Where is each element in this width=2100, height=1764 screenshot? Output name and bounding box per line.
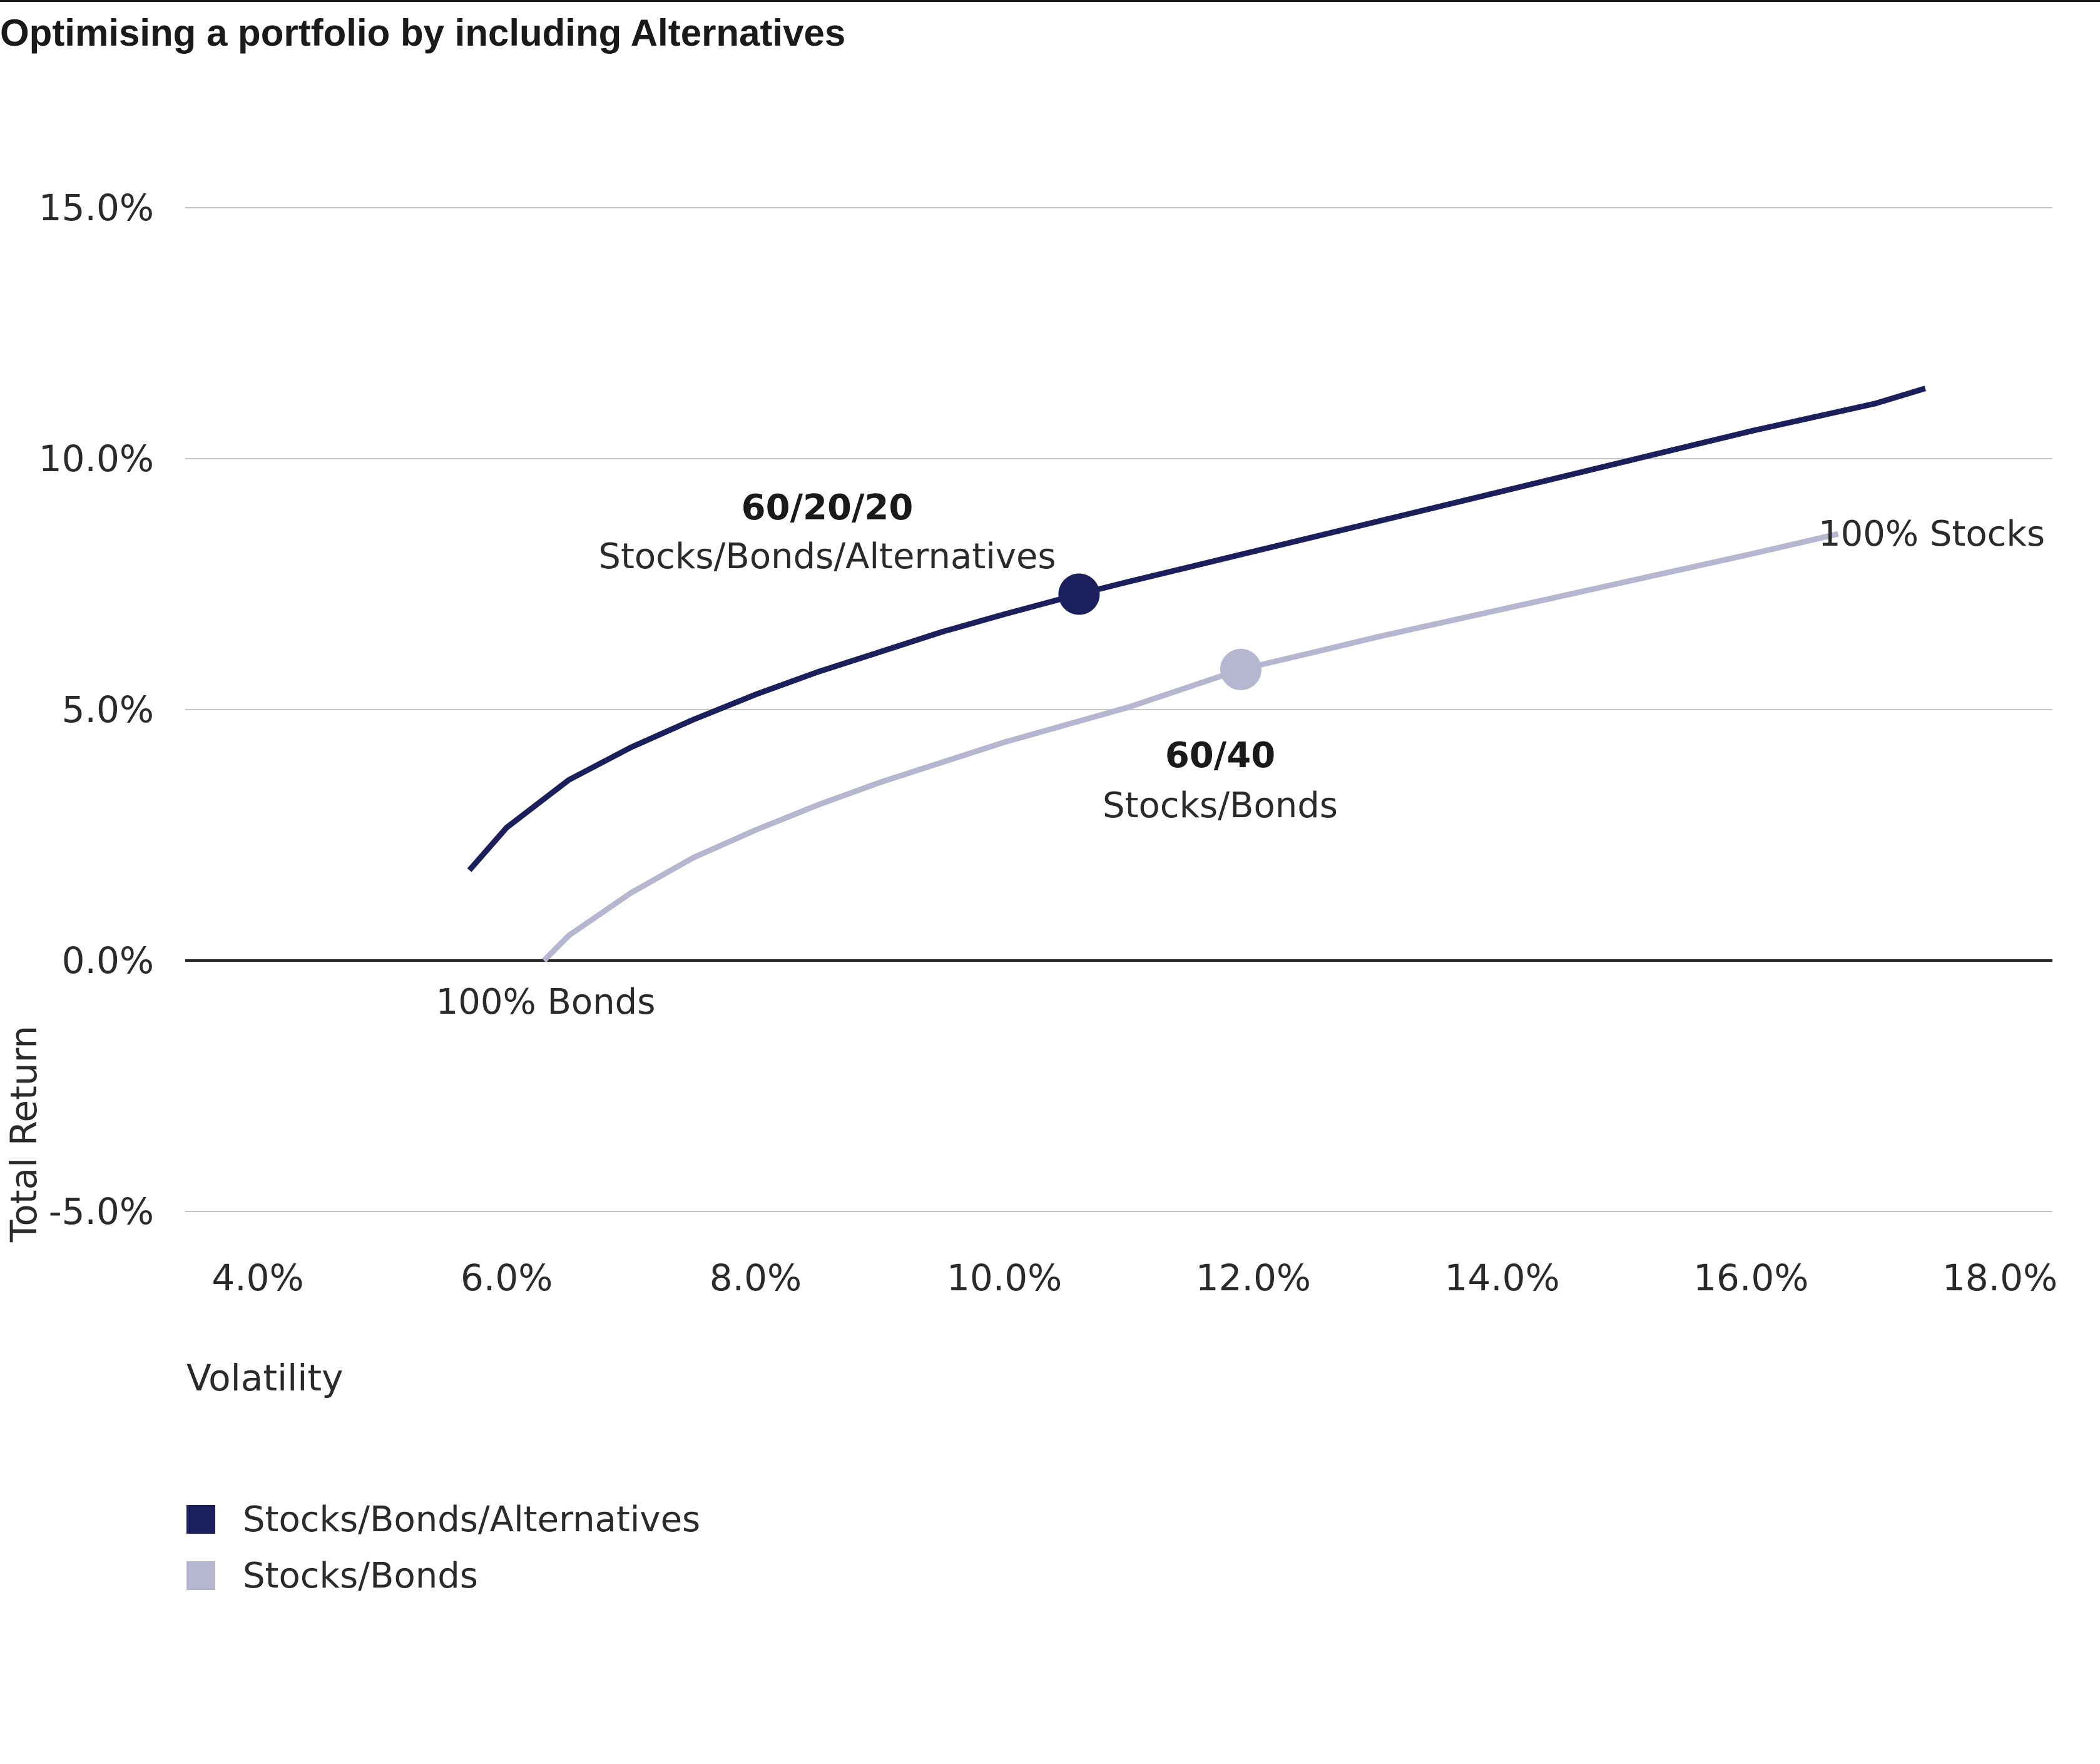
x-tick-label: 10.0% <box>947 1257 1062 1299</box>
series-lines <box>467 385 1927 963</box>
annotation-60-40-label: Stocks/Bonds <box>1103 785 1338 826</box>
marker-60-20-20 <box>1058 573 1100 615</box>
y-tick-label: -5.0% <box>49 1190 154 1233</box>
x-tick-label: 16.0% <box>1693 1257 1808 1299</box>
legend-item-stocks-bonds: Stocks/Bonds <box>186 1554 478 1598</box>
top-rule <box>0 0 2100 2</box>
y-tick-label: 15.0% <box>39 186 154 229</box>
x-tick-label: 18.0% <box>1942 1257 2057 1299</box>
y-tick-label: 10.0% <box>39 437 154 480</box>
legend-swatch-stocks-bonds-alternatives <box>186 1505 215 1534</box>
annotation-100-stocks: 100% Stocks <box>1818 514 2045 554</box>
x-tick-label: 6.0% <box>461 1257 553 1299</box>
x-tick-labels: 4.0% 6.0% 8.0% 10.0% 12.0% 14.0% 16.0% 18.0% <box>212 1257 2057 1299</box>
y-tick-label: 5.0% <box>62 688 154 731</box>
annotation-60-20-20-label: Stocks/Bonds/Alternatives <box>598 536 1056 577</box>
x-axis-title: Volatility <box>186 1357 343 1399</box>
legend-label-stocks-bonds: Stocks/Bonds <box>243 1555 478 1596</box>
y-axis-title: Total Return <box>3 1026 45 1243</box>
series-markers <box>1058 573 1262 690</box>
x-tick-label: 14.0% <box>1444 1257 1559 1299</box>
annotations: 60/20/20 Stocks/Bonds/Alternatives 60/40 St… <box>436 487 2045 1022</box>
series-line-stocks-bonds-alternatives <box>467 385 1927 872</box>
annotation-100-bonds: 100% Bonds <box>436 982 656 1022</box>
legend-label-stocks-bonds-alternatives: Stocks/Bonds/Alternatives <box>243 1499 701 1540</box>
y-tick-labels: 15.0% 10.0% 5.0% 0.0% -5.0% <box>39 186 154 1233</box>
x-tick-label: 8.0% <box>710 1257 802 1299</box>
annotation-60-20-20-title: 60/20/20 <box>742 487 914 528</box>
legend-item-stocks-bonds-alternatives: Stocks/Bonds/Alternatives <box>186 1497 700 1541</box>
chart-title: Optimising a portfolio by including Alte… <box>0 12 846 54</box>
y-tick-label: 0.0% <box>62 939 154 982</box>
marker-60-40 <box>1220 648 1262 690</box>
legend-swatch-stocks-bonds <box>186 1561 215 1590</box>
x-tick-label: 12.0% <box>1196 1257 1311 1299</box>
series-line-stocks-bonds <box>542 531 1839 963</box>
x-tick-label: 4.0% <box>212 1257 303 1299</box>
annotation-60-40-title: 60/40 <box>1165 735 1275 776</box>
